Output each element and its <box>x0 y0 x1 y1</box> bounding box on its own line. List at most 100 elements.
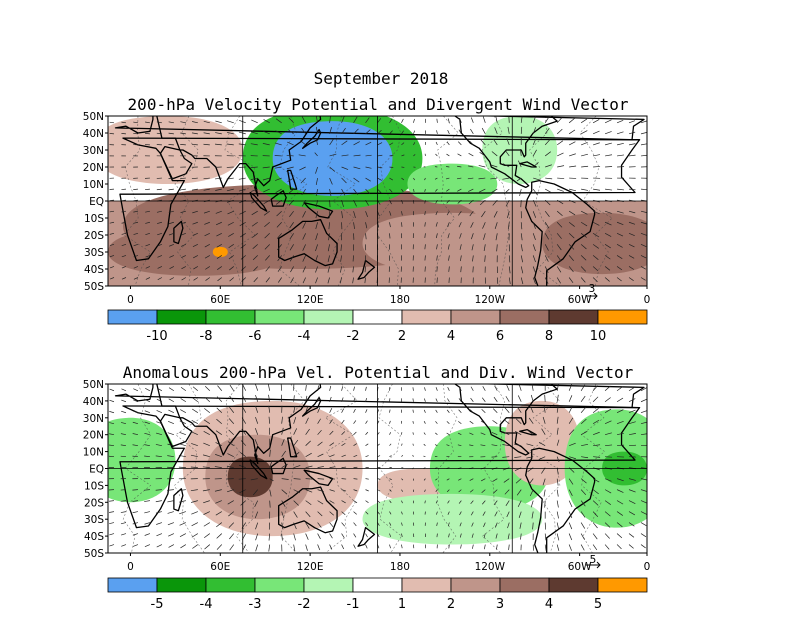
colorbar-label: 8 <box>545 329 553 344</box>
top-vector-scale: 3 <box>587 283 598 300</box>
lat-label: 20S <box>84 497 104 509</box>
top-map <box>107 115 648 287</box>
lat-label: 30N <box>83 413 104 425</box>
colorbar-swatch <box>352 309 403 325</box>
bottom-colorbar <box>107 577 648 593</box>
colorbar-swatch <box>597 309 648 325</box>
colorbar-swatch <box>499 577 550 593</box>
colorbar-swatch <box>548 309 599 325</box>
lat-label: 30S <box>84 514 104 526</box>
figure-title: September 2018 <box>314 69 449 88</box>
colorbar-label: 4 <box>447 329 455 344</box>
bottom-vector-scale: 5 <box>586 554 601 569</box>
colorbar-swatch <box>205 577 256 593</box>
colorbar-swatch <box>499 309 550 325</box>
colorbar-swatch <box>254 577 305 593</box>
colorbar-swatch <box>303 577 354 593</box>
colorbar-label: -10 <box>146 329 167 344</box>
colorbar-swatch <box>597 577 648 593</box>
lat-label: 40S <box>84 531 104 543</box>
lat-label: 10N <box>83 447 104 459</box>
lon-label: 60E <box>210 294 230 306</box>
lat-label: 10N <box>83 179 104 191</box>
colorbar-label: 6 <box>496 329 504 344</box>
colorbar-label: 5 <box>594 597 602 612</box>
lon-label: 120E <box>297 561 324 573</box>
colorbar-label: -8 <box>200 329 213 344</box>
colorbar-label: -5 <box>151 597 164 612</box>
lat-label: 40S <box>84 264 104 276</box>
lat-label: 40N <box>83 128 104 140</box>
colorbar-swatch <box>401 577 452 593</box>
lat-label: EQ <box>89 464 104 476</box>
bottom-latitude-labels: 50N 40N 30N 20N 10N EQ 10S 20S 30S 40S 50S <box>83 379 108 560</box>
lat-label: 50N <box>83 379 104 391</box>
lon-label: 0 <box>127 294 134 306</box>
colorbar-label: -1 <box>347 597 360 612</box>
top-colorbar-labels: -10 -8 -6 -4 -2 2 4 6 8 10 <box>146 329 606 344</box>
colorbar-label: -2 <box>347 329 360 344</box>
colorbar-label: 3 <box>496 597 504 612</box>
lat-label: 30N <box>83 145 104 157</box>
bottom-panel-title: Anomalous 200-hPa Vel. Potential and Div… <box>123 363 634 382</box>
colorbar-swatch <box>205 309 256 325</box>
top-coastlines <box>114 116 645 286</box>
colorbar-swatch <box>450 577 501 593</box>
colorbar-swatch <box>254 309 305 325</box>
lon-label: 60W <box>568 294 592 306</box>
lon-label: 120W <box>475 294 506 306</box>
lat-label: 30S <box>84 247 104 259</box>
colorbar-label: 1 <box>398 597 406 612</box>
lon-label: 60E <box>210 561 230 573</box>
colorbar-label: -3 <box>249 597 262 612</box>
top-vector-scale-label: 3 <box>589 283 596 295</box>
lon-label: 0 <box>127 561 134 573</box>
lon-label: 0 <box>644 294 651 306</box>
top-grid <box>108 116 647 286</box>
lat-label: 50S <box>84 281 104 293</box>
colorbar-label: 2 <box>398 329 406 344</box>
colorbar-swatch <box>401 309 452 325</box>
bottom-longitude-labels: 0 60E 120E 180 120W 60W 0 <box>127 553 650 573</box>
colorbar-label: 10 <box>590 329 607 344</box>
bottom-grid <box>108 384 647 553</box>
bottom-coastlines <box>114 384 645 553</box>
bottom-wind-vectors <box>108 384 647 552</box>
lat-label: 10S <box>84 480 104 492</box>
colorbar-swatch <box>107 577 158 593</box>
colorbar-swatch <box>156 577 207 593</box>
lon-label: 180 <box>390 561 410 573</box>
top-latitude-labels: 50N 40N 30N 20N 10N EQ 10S 20S 30S 40S 50S <box>83 111 108 293</box>
bottom-map <box>107 383 648 554</box>
lat-label: 10S <box>84 213 104 225</box>
lat-label: 40N <box>83 396 104 408</box>
lon-label: 60W <box>568 561 592 573</box>
top-panel: 200-hPa Velocity Potential and Divergent… <box>83 95 651 344</box>
lat-label: 50S <box>84 548 104 560</box>
lat-label: 20N <box>83 430 104 442</box>
colorbar-label: 2 <box>447 597 455 612</box>
top-longitude-labels: 0 60E 120E 180 120W 60W 0 <box>127 286 650 306</box>
lon-label: 0 <box>644 561 651 573</box>
colorbar-swatch <box>156 309 207 325</box>
colorbar-label: 4 <box>545 597 553 612</box>
colorbar-label: -2 <box>298 597 311 612</box>
colorbar-label: -4 <box>298 329 311 344</box>
lat-label: EQ <box>89 196 104 208</box>
lon-label: 120E <box>297 294 324 306</box>
bottom-panel: Anomalous 200-hPa Vel. Potential and Div… <box>83 363 651 612</box>
colorbar-swatch <box>352 577 403 593</box>
lat-label: 20S <box>84 230 104 242</box>
colorbar-swatch <box>450 309 501 325</box>
bottom-vector-scale-label: 5 <box>590 554 597 566</box>
colorbar-swatch <box>303 309 354 325</box>
colorbar-swatch <box>107 309 158 325</box>
lat-label: 20N <box>83 162 104 174</box>
bottom-colorbar-labels: -5 -4 -3 -2 -1 1 2 3 4 5 <box>151 597 603 612</box>
colorbar-swatch <box>548 577 599 593</box>
lon-label: 180 <box>390 294 410 306</box>
top-panel-title: 200-hPa Velocity Potential and Divergent… <box>128 95 629 114</box>
colorbar-label: -6 <box>249 329 262 344</box>
lat-label: 50N <box>83 111 104 123</box>
